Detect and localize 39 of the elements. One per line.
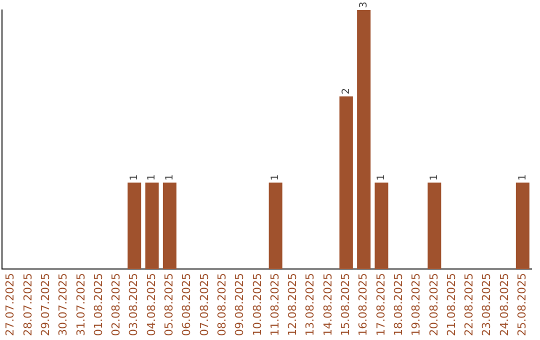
data-label: 1	[376, 174, 388, 181]
x-tick-label: 19.08.2025	[410, 273, 423, 336]
data-label: 1	[517, 174, 528, 181]
x-tick-label: 10.08.2025	[250, 273, 264, 336]
data-label: 1	[128, 174, 140, 181]
x-tick-label: 09.08.2025	[233, 273, 246, 336]
x-tick-label: 24.08.2025	[498, 273, 511, 336]
x-tick-label: 16.08.2025	[356, 273, 370, 336]
x-tick-label: 05.08.2025	[162, 273, 176, 336]
x-tick-label: 31.07.2025	[74, 273, 88, 336]
x-tick-label: 06.08.2025	[180, 273, 194, 336]
x-tick-label: 23.08.2025	[480, 273, 494, 336]
x-tick-label: 13.08.2025	[304, 273, 317, 336]
x-tick-label: 22.08.2025	[462, 273, 476, 336]
data-label: 1	[164, 174, 176, 181]
x-tick-label: 21.08.2025	[444, 273, 458, 336]
x-tick-label: 17.08.2025	[374, 273, 388, 336]
x-tick-label: 28.07.2025	[21, 273, 34, 336]
x-tick-label: 14.08.2025	[321, 273, 334, 336]
data-label: 1	[429, 174, 440, 181]
x-tick-label: 20.08.2025	[427, 273, 440, 336]
x-tick-label: 12.08.2025	[286, 273, 300, 336]
x-tick-label: 07.08.2025	[198, 273, 211, 336]
x-tick-label: 30.07.2025	[56, 273, 70, 336]
x-tick-label: 29.07.2025	[38, 273, 52, 336]
x-tick-label: 15.08.2025	[339, 273, 352, 336]
x-tick-label: 01.08.2025	[92, 273, 105, 336]
x-tick-label: 18.08.2025	[392, 273, 405, 336]
x-tick-label: 04.08.2025	[144, 273, 158, 336]
x-tick-label: 27.07.2025	[4, 273, 17, 336]
x-tick-label: 08.08.2025	[215, 273, 228, 336]
data-label: 1	[146, 174, 158, 181]
data-label: 2	[340, 88, 352, 94]
data-label: 3	[358, 2, 370, 8]
x-tick-label: 25.08.2025	[516, 273, 529, 336]
x-tick-label: 03.08.2025	[127, 273, 140, 336]
x-tick-label: 11.08.2025	[268, 273, 282, 336]
x-tick-label: 02.08.2025	[110, 273, 123, 336]
data-label: 1	[270, 174, 282, 181]
